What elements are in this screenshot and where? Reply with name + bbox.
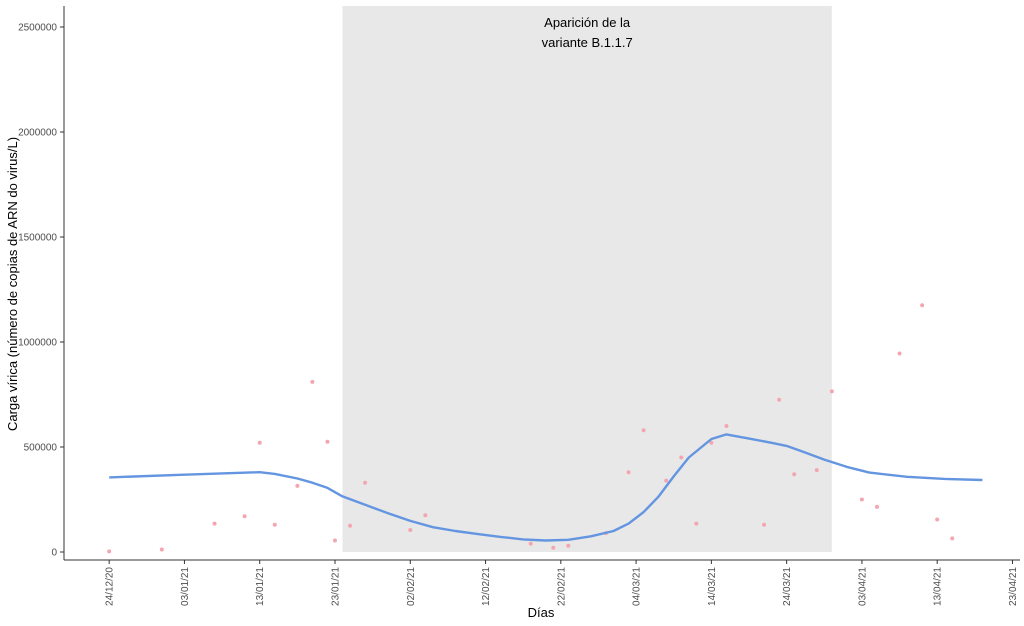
y-axis-title: Carga vírica (número de copias de ARN do…: [5, 137, 20, 431]
x-tick-label-3: 23/01/21: [330, 567, 341, 606]
data-point-30: [859, 497, 864, 502]
x-tick-label-10: 03/04/21: [857, 567, 868, 606]
x-tick-label-2: 13/01/21: [255, 567, 266, 606]
data-point-27: [792, 472, 797, 477]
axes: 0 500000 1000000 1500000 2000000 2500000 24/12…: [18, 6, 1020, 606]
data-points: [107, 303, 955, 554]
trend-line: [109, 433, 983, 542]
x-tick-label-12: 23/04/21: [1008, 567, 1019, 606]
data-point-13: [423, 513, 428, 518]
data-point-4: [257, 440, 262, 445]
data-point-11: [363, 480, 368, 485]
y-tick-label-3: 1500000: [18, 233, 57, 244]
data-point-19: [641, 428, 646, 433]
data-point-2: [212, 521, 217, 526]
x-tick-label-6: 22/02/21: [556, 567, 567, 606]
annotation-line-2: variante B.1.1.7: [542, 35, 633, 50]
data-point-29: [829, 389, 834, 394]
x-axis-title: Días: [528, 605, 555, 620]
shaded-region-rect: [342, 6, 832, 552]
data-point-9: [332, 538, 337, 543]
data-point-16: [566, 543, 571, 548]
data-point-28: [814, 468, 819, 473]
x-tick-label-11: 13/04/21: [933, 567, 944, 606]
data-point-22: [694, 521, 699, 526]
x-tick-label-7: 04/03/21: [632, 567, 643, 606]
data-point-5: [272, 522, 277, 527]
x-tick-label-8: 14/03/21: [707, 567, 718, 606]
x-tick-label-5: 12/02/21: [481, 567, 492, 606]
data-point-10: [348, 523, 353, 528]
data-point-0: [107, 549, 112, 554]
x-tick-label-9: 24/03/21: [782, 567, 793, 606]
data-point-7: [310, 379, 315, 384]
x-tick-label-1: 03/01/21: [180, 567, 191, 606]
data-point-31: [874, 504, 879, 509]
y-tick-label-2: 1000000: [18, 338, 57, 349]
data-point-3: [242, 514, 247, 519]
x-tick-label-0: 24/12/20: [105, 567, 116, 606]
data-point-34: [935, 517, 940, 522]
data-point-12: [408, 527, 413, 532]
data-point-23: [709, 440, 714, 445]
data-point-8: [325, 439, 330, 444]
y-tick-label-1: 500000: [24, 443, 58, 454]
y-tick-label-4: 2000000: [18, 128, 57, 139]
data-point-35: [950, 536, 955, 541]
data-point-21: [679, 455, 684, 460]
x-tick-label-4: 02/02/21: [406, 567, 417, 606]
trend-line-path: [109, 433, 983, 542]
data-point-20: [664, 478, 669, 483]
variant-shaded-region: [342, 6, 832, 552]
data-point-33: [920, 303, 925, 308]
data-point-24: [724, 424, 729, 428]
data-point-26: [777, 397, 782, 402]
data-point-18: [626, 470, 631, 475]
data-point-14: [528, 541, 533, 546]
data-point-15: [551, 545, 556, 550]
data-point-32: [897, 351, 902, 356]
data-point-6: [295, 483, 300, 488]
annotation-line-1: Aparición de la: [544, 15, 631, 30]
data-point-1: [159, 547, 164, 552]
y-tick-label-0: 0: [51, 548, 57, 559]
y-tick-label-5: 2500000: [18, 23, 57, 34]
data-point-25: [762, 522, 767, 527]
